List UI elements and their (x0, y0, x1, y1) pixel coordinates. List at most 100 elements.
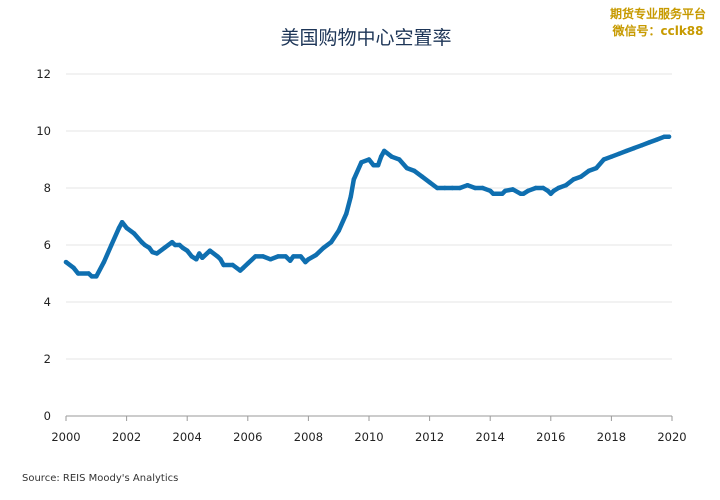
data-point (472, 185, 478, 191)
data-point (548, 191, 553, 196)
watermark-line-1: 期货专业服务平台 (610, 6, 706, 21)
data-point (521, 191, 526, 196)
data-point (419, 174, 425, 179)
y-tick-label: 4 (44, 295, 51, 309)
data-point (563, 183, 569, 188)
data-point (631, 145, 637, 151)
x-tick-label: 2016 (536, 430, 565, 444)
data-point (268, 257, 273, 262)
data-point (71, 265, 76, 270)
data-point (371, 163, 376, 168)
data-point (119, 220, 125, 225)
data-point (427, 180, 432, 185)
x-tick-label: 2010 (354, 430, 383, 444)
y-tick-label: 6 (44, 238, 51, 252)
data-point (382, 148, 387, 154)
data-point (180, 245, 185, 250)
data-point (480, 185, 485, 191)
gridlines (66, 73, 672, 417)
data-point (162, 245, 167, 250)
y-tick-label: 10 (36, 124, 51, 138)
data-point (124, 225, 129, 231)
data-point (245, 261, 250, 266)
data-point (172, 242, 178, 248)
data-point (194, 257, 199, 262)
data-point (510, 187, 516, 192)
data-point (185, 248, 190, 253)
data-point (488, 188, 493, 193)
data-point (525, 188, 531, 193)
x-tick-label: 2004 (173, 430, 202, 444)
data-point (435, 185, 440, 191)
data-point (639, 143, 644, 148)
x-tick-label: 2012 (415, 430, 444, 444)
data-point (313, 252, 319, 258)
data-point (366, 157, 372, 162)
x-tick-label: 2020 (657, 430, 686, 444)
data-point (253, 254, 258, 259)
x-tick-label: 2006 (233, 430, 262, 444)
data-point (101, 259, 107, 265)
data-point (116, 225, 122, 231)
data-point (150, 249, 155, 255)
y-tick-label: 12 (36, 67, 51, 81)
data-point (348, 194, 353, 199)
data-point (609, 154, 614, 159)
data-point (283, 254, 288, 259)
series-layer (63, 134, 672, 279)
data-point (491, 191, 496, 196)
data-point (375, 163, 381, 168)
data-point (344, 211, 349, 216)
data-point (215, 254, 220, 259)
x-tick-label: 2002 (112, 430, 141, 444)
watermark-line-2: 微信号：cclk88 (611, 23, 703, 38)
data-point (200, 255, 205, 260)
data-point (450, 185, 455, 191)
data-point (303, 259, 308, 265)
source-note: Source: REIS Moody's Analytics (22, 473, 178, 484)
x-tick-label: 2000 (51, 430, 80, 444)
data-point (230, 262, 235, 268)
data-point (298, 254, 303, 259)
data-point (624, 148, 629, 154)
data-point (666, 134, 672, 139)
data-point (89, 274, 95, 279)
data-point (442, 185, 447, 191)
data-point (586, 168, 591, 174)
data-point (533, 185, 538, 191)
data-point (351, 177, 356, 182)
data-point (207, 248, 213, 253)
data-point (275, 254, 281, 259)
data-point (154, 251, 160, 256)
y-tick-label: 8 (44, 181, 51, 195)
x-tick-label: 2008 (294, 430, 323, 444)
data-point (288, 258, 293, 263)
data-point (86, 271, 91, 276)
x-axis-ticks: 2000 2002 2004 2006 2008 2010 2012 2014 2016 2018… (51, 416, 687, 444)
data-point (94, 274, 99, 279)
y-axis-ticks: 0 2 4 6 8 10 12 (36, 67, 51, 423)
data-point (197, 251, 202, 256)
y-tick-label: 2 (44, 352, 51, 366)
x-tick-label: 2014 (476, 430, 505, 444)
data-point (63, 259, 69, 265)
data-point (169, 240, 175, 245)
data-point (616, 151, 622, 156)
data-point (139, 240, 144, 245)
data-point (306, 257, 311, 262)
data-point (647, 140, 652, 145)
data-point (221, 262, 226, 268)
data-point (545, 188, 550, 193)
data-point (503, 188, 508, 193)
data-point (412, 168, 417, 174)
y-tick-label: 0 (44, 409, 51, 423)
data-point (336, 228, 341, 233)
data-point (75, 271, 81, 276)
data-point (238, 268, 243, 273)
data-point (601, 157, 606, 162)
data-point (500, 191, 505, 196)
data-point (291, 254, 296, 259)
data-point (662, 134, 667, 139)
data-point (556, 185, 561, 191)
x-tick-label: 2018 (597, 430, 626, 444)
